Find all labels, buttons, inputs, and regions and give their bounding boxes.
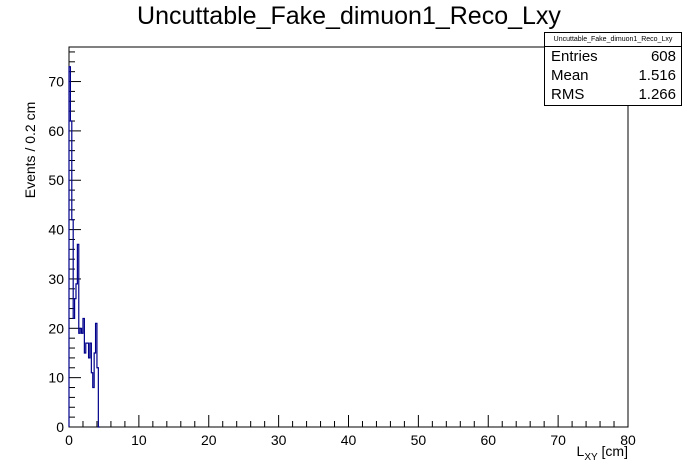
y-axis-label: Events / 0.2 cm	[22, 101, 38, 199]
stats-value: 1.516	[638, 67, 676, 84]
histogram-series-line	[68, 66, 100, 428]
stats-box-name: Uncuttable_Fake_dimuon1_Reco_Lxy	[545, 33, 681, 47]
y-tick-label: 20	[48, 320, 64, 336]
y-tick-label: 60	[48, 123, 64, 139]
y-tick-label: 40	[48, 222, 64, 238]
stats-row-rms: RMS 1.266	[545, 85, 681, 104]
x-axis-label-main: L	[576, 443, 585, 459]
y-axis-ticks: 0 10 20 30 40 50 60 70	[48, 51, 81, 435]
y-tick-label: 70	[48, 74, 64, 90]
stats-box: Uncuttable_Fake_dimuon1_Reco_Lxy Entries…	[544, 32, 682, 106]
y-tick-label: 30	[48, 271, 64, 287]
x-axis-label-unit: [cm]	[597, 443, 628, 459]
x-tick-label: 50	[411, 432, 427, 448]
stats-row-mean: Mean 1.516	[545, 66, 681, 85]
x-tick-label: 10	[131, 432, 147, 448]
x-axis-label-subscript: XY	[584, 451, 598, 463]
stats-value: 1.266	[638, 86, 676, 103]
stats-label: Mean	[551, 67, 589, 84]
x-tick-label: 0	[65, 432, 73, 448]
stats-label: Entries	[551, 48, 598, 65]
x-tick-label: 60	[480, 432, 496, 448]
x-axis-ticks: 0 10 20 30 40 50 60 70 80	[65, 415, 636, 448]
y-tick-label: 10	[48, 370, 64, 386]
y-tick-label: 50	[48, 172, 64, 188]
stats-value: 608	[650, 48, 676, 65]
stats-label: RMS	[551, 86, 585, 103]
x-tick-label: 70	[550, 432, 566, 448]
x-tick-label: 80	[620, 432, 636, 448]
x-tick-label: 20	[201, 432, 217, 448]
stats-row-entries: Entries 608	[545, 47, 681, 66]
x-axis-label: LXY [cm]	[577, 443, 628, 463]
x-tick-label: 40	[341, 432, 357, 448]
y-tick-label: 0	[56, 419, 64, 435]
chart-title: Uncuttable_Fake_dimuon1_Reco_Lxy	[137, 2, 561, 30]
x-tick-label: 30	[271, 432, 287, 448]
